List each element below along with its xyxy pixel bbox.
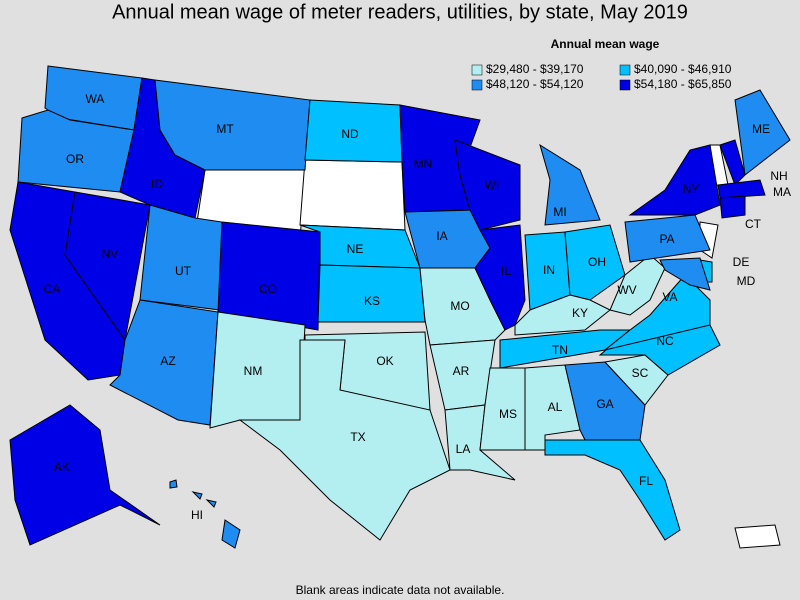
legend-label: $40,090 - $46,910 [634,62,732,76]
state-label: PA [659,232,674,246]
state-shape [717,179,766,199]
state-label: TN [552,343,568,357]
state-shape [544,439,681,541]
state-label: MT [216,122,234,136]
legend-label: $48,120 - $54,120 [486,77,584,91]
legend-swatch [619,79,631,91]
state-label: KY [572,306,588,320]
state-label: DE [733,255,750,269]
state-label: ND [341,127,359,141]
state-label: CA [44,282,61,296]
state-label: UT [175,264,192,278]
legend-label: $29,480 - $39,170 [486,62,584,76]
state-label: KS [364,294,380,308]
state-label: NM [244,364,263,378]
legend-swatch [471,79,483,91]
legend-swatch [619,64,631,76]
state-shape [734,524,781,549]
state-label: GA [596,397,613,411]
state-label: ME [752,122,770,136]
state-shape [169,479,178,489]
state-label: CO [259,282,277,296]
state-label: NY [683,182,700,196]
state-label: WA [86,92,105,106]
state-label: MO [450,299,469,313]
state-label: OK [376,354,393,368]
state-shape [514,294,611,336]
state-shape [539,143,601,226]
state-shape [221,519,241,549]
state-label: IL [501,264,511,278]
state-label: IN [543,263,555,277]
state-label: MA [773,185,791,199]
state-shape [624,214,711,263]
state-shape [719,139,746,186]
state-shape [734,89,791,176]
state-shape [9,404,161,546]
state-label: NE [347,242,364,256]
state-label: CT [745,217,762,231]
legend-title: Annual mean wage [551,37,660,51]
state-label: AZ [160,354,175,368]
state-label: MI [553,205,566,219]
state-label: FL [639,474,653,488]
state-label: NV [102,247,119,261]
state-label: OR [66,152,84,166]
state-label: TX [350,430,365,444]
state-label: ID [151,177,163,191]
legend-label: $54,180 - $65,850 [634,77,732,91]
title: Annual mean wage of meter readers, utili… [112,1,688,23]
state-shape [238,339,451,541]
state-shape [628,144,721,216]
state-shape [299,159,406,231]
state-shape [719,195,746,219]
state-shape [474,224,526,331]
state-shape [205,499,217,508]
state-label: MD [737,274,756,288]
state-shape [564,224,626,301]
state-shape [139,204,223,311]
state-label: AL [548,400,563,414]
state-label: AR [453,364,470,378]
state-label: LA [456,442,471,456]
state-label: WV [617,283,636,297]
state-shape [191,491,203,500]
state-label: NH [770,169,787,183]
state-label: HI [191,508,203,522]
state-label: NC [656,334,674,348]
footnote: Blank areas indicate data not available. [296,583,505,597]
state-label: MS [499,407,517,421]
state-label: WI [485,178,500,192]
state-label: IA [436,229,447,243]
state-label: OH [588,255,606,269]
legend-swatch [471,64,483,76]
state-shape [217,221,321,331]
state-label: MN [414,157,433,171]
state-label: SC [632,366,649,380]
state-label: AK [54,460,70,474]
state-label: VA [662,290,677,304]
state-shape [659,257,711,291]
